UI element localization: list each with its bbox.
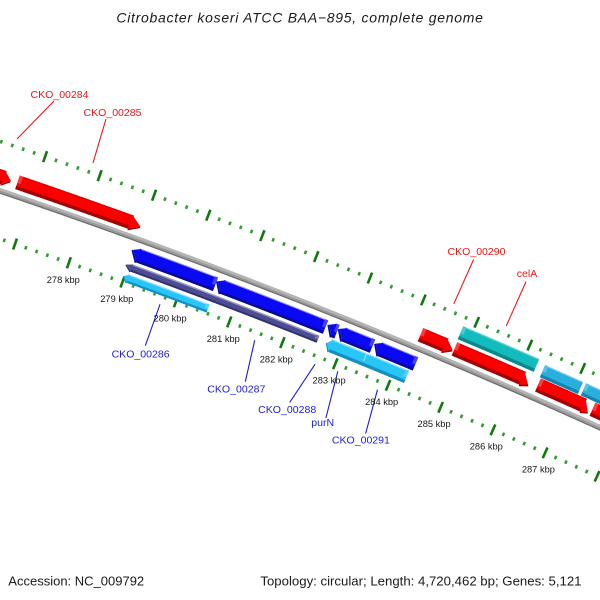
svg-text:Accession: NC_009792: Accession: NC_009792 [8, 574, 144, 589]
svg-text:279 kbp: 279 kbp [100, 294, 133, 304]
svg-text:287 kbp: 287 kbp [522, 464, 555, 474]
svg-text:286 kbp: 286 kbp [470, 442, 503, 452]
svg-text:Citrobacter koseri ATCC BAA−89: Citrobacter koseri ATCC BAA−895, complet… [116, 9, 483, 25]
svg-text:282 kbp: 282 kbp [260, 354, 293, 364]
svg-text:Topology: circular; Length: 4,: Topology: circular; Length: 4,720,462 bp… [260, 574, 581, 589]
svg-text:278 kbp: 278 kbp [47, 275, 80, 285]
svg-text:CKO_00285: CKO_00285 [83, 107, 141, 119]
svg-text:CKO_00284: CKO_00284 [30, 89, 88, 101]
svg-text:CKO_00288: CKO_00288 [258, 404, 316, 416]
svg-text:CKO_00287: CKO_00287 [207, 384, 265, 396]
svg-text:celA: celA [517, 268, 538, 280]
svg-text:285 kbp: 285 kbp [418, 419, 451, 429]
svg-text:283 kbp: 283 kbp [313, 376, 346, 386]
svg-text:CKO_00286: CKO_00286 [112, 349, 170, 361]
svg-text:CKO_00291: CKO_00291 [332, 435, 390, 447]
svg-text:284 kbp: 284 kbp [365, 397, 398, 407]
svg-text:281 kbp: 281 kbp [207, 334, 240, 344]
svg-text:CKO_00290: CKO_00290 [447, 246, 505, 258]
svg-text:280 kbp: 280 kbp [154, 314, 187, 324]
svg-text:purN: purN [311, 417, 334, 429]
